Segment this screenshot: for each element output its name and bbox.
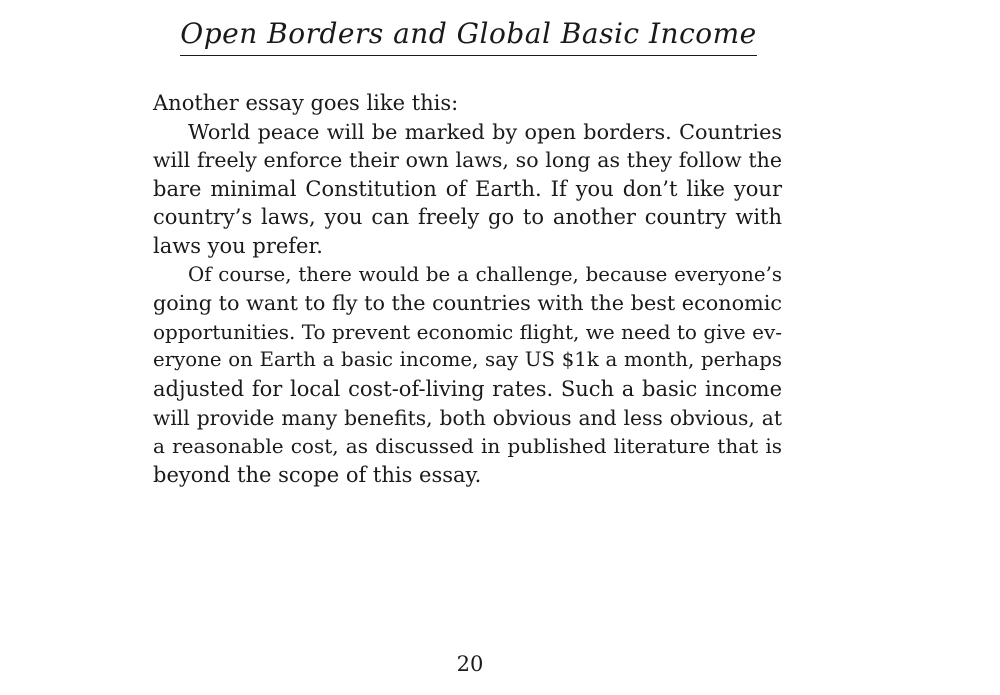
text-line: Another essay goes like this: [153, 91, 459, 115]
intro-line: Another essay goes like this: [153, 89, 782, 118]
page-title: Open Borders and Global Basic Income [180, 17, 757, 50]
text-line: will provide many benefits, both obvious… [153, 405, 782, 430]
text-line: eryone on Earth a basic income, say US $… [153, 348, 782, 372]
page-number: 20 [456, 652, 484, 676]
essay-body: Another essay goes like this: World peac… [153, 89, 782, 489]
text-line: World peace will be marked by open borde… [188, 119, 782, 144]
title-underline [180, 55, 757, 56]
text-line: Of course, there would be a challenge, b… [188, 262, 782, 286]
paragraph-2: Of course, there would be a challenge, b… [153, 261, 782, 490]
text-line: laws you prefer. [153, 233, 323, 258]
text-line: opportunities. To prevent economic fligh… [153, 319, 782, 344]
text-line: adjusted for local cost-of-living rates.… [153, 376, 782, 401]
text-line: a reasonable cost, as discussed in publi… [153, 434, 782, 459]
text-line: country’s laws, you can freely go to ano… [153, 205, 782, 230]
text-line: beyond the scope of this essay. [153, 462, 482, 487]
paragraph-1: World peace will be marked by open borde… [153, 118, 782, 261]
text-line: will freely enforce their own laws, so l… [153, 148, 782, 173]
text-line: bare minimal Constitution of Earth. If y… [153, 176, 782, 201]
text-line: going to want to fly to the countries wi… [153, 291, 782, 316]
